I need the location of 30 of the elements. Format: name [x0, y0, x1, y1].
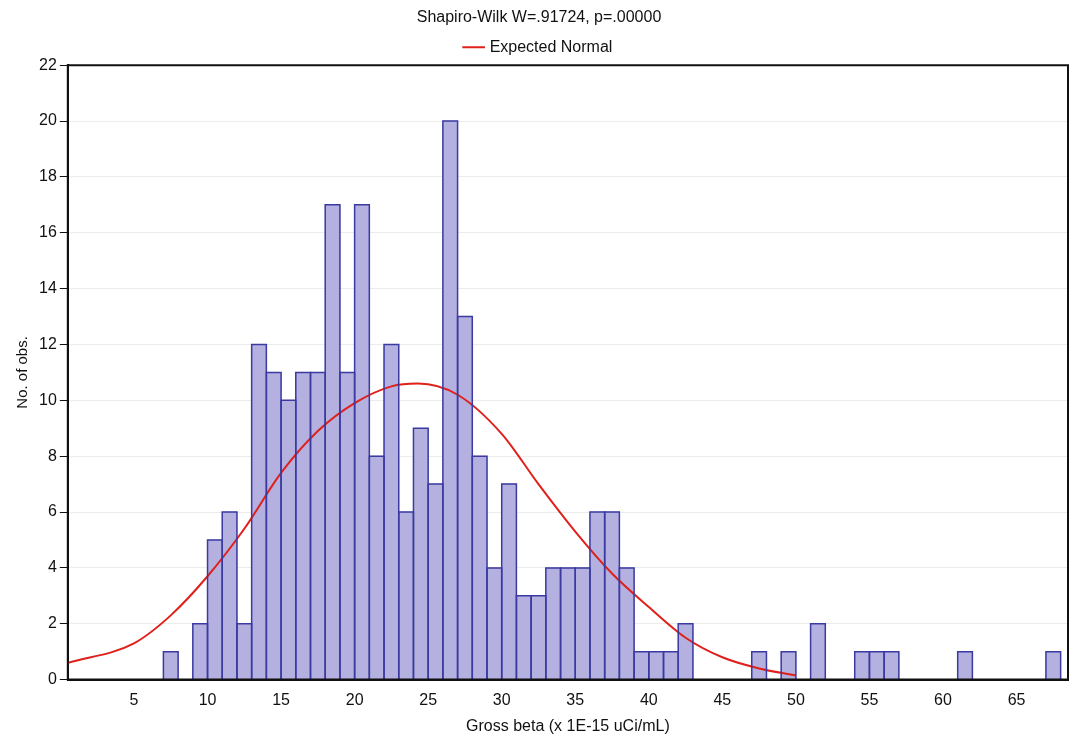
x-axis-title: Gross beta (x 1E-15 uCi/mL) [466, 716, 670, 734]
line-series [67, 382, 797, 677]
x-tick-label: 60 [934, 690, 952, 708]
chart-title: Shapiro-Wilk W=.91724, p=.00000 [416, 8, 662, 26]
x-tick-label: 50 [786, 690, 805, 708]
x-tick-label: 65 [1007, 690, 1026, 708]
y-tick-label: 2 [47, 614, 57, 632]
y-tick-label: 8 [47, 446, 57, 464]
x-tick-label: 25 [419, 690, 438, 708]
y-tick-label: 14 [39, 279, 57, 297]
x-tick-label: 20 [345, 690, 364, 708]
y-tick-label: 16 [39, 223, 57, 241]
x-tick-label: 55 [860, 690, 879, 708]
x-tick-label: 45 [713, 690, 732, 708]
y-tick-label: 22 [39, 55, 57, 73]
y-tick-label: 18 [39, 167, 57, 185]
x-tick-label: 40 [639, 690, 658, 708]
x-tick-label: 35 [566, 690, 585, 708]
x-tick-label: 30 [492, 690, 511, 708]
y-tick-label: 12 [39, 334, 57, 352]
y-tick-label: 20 [39, 111, 57, 129]
x-tick-label: 5 [129, 690, 139, 708]
y-tick-label: 4 [47, 558, 57, 576]
y-tick-label: 6 [47, 502, 57, 520]
legend-label: Expected Normal [489, 37, 613, 55]
y-axis-title: No. of obs. [13, 336, 31, 409]
x-tick-label: 10 [198, 690, 217, 708]
y-tick-label: 0 [47, 670, 57, 688]
x-tick-label: 15 [272, 690, 291, 708]
y-tick-label: 10 [39, 390, 57, 408]
